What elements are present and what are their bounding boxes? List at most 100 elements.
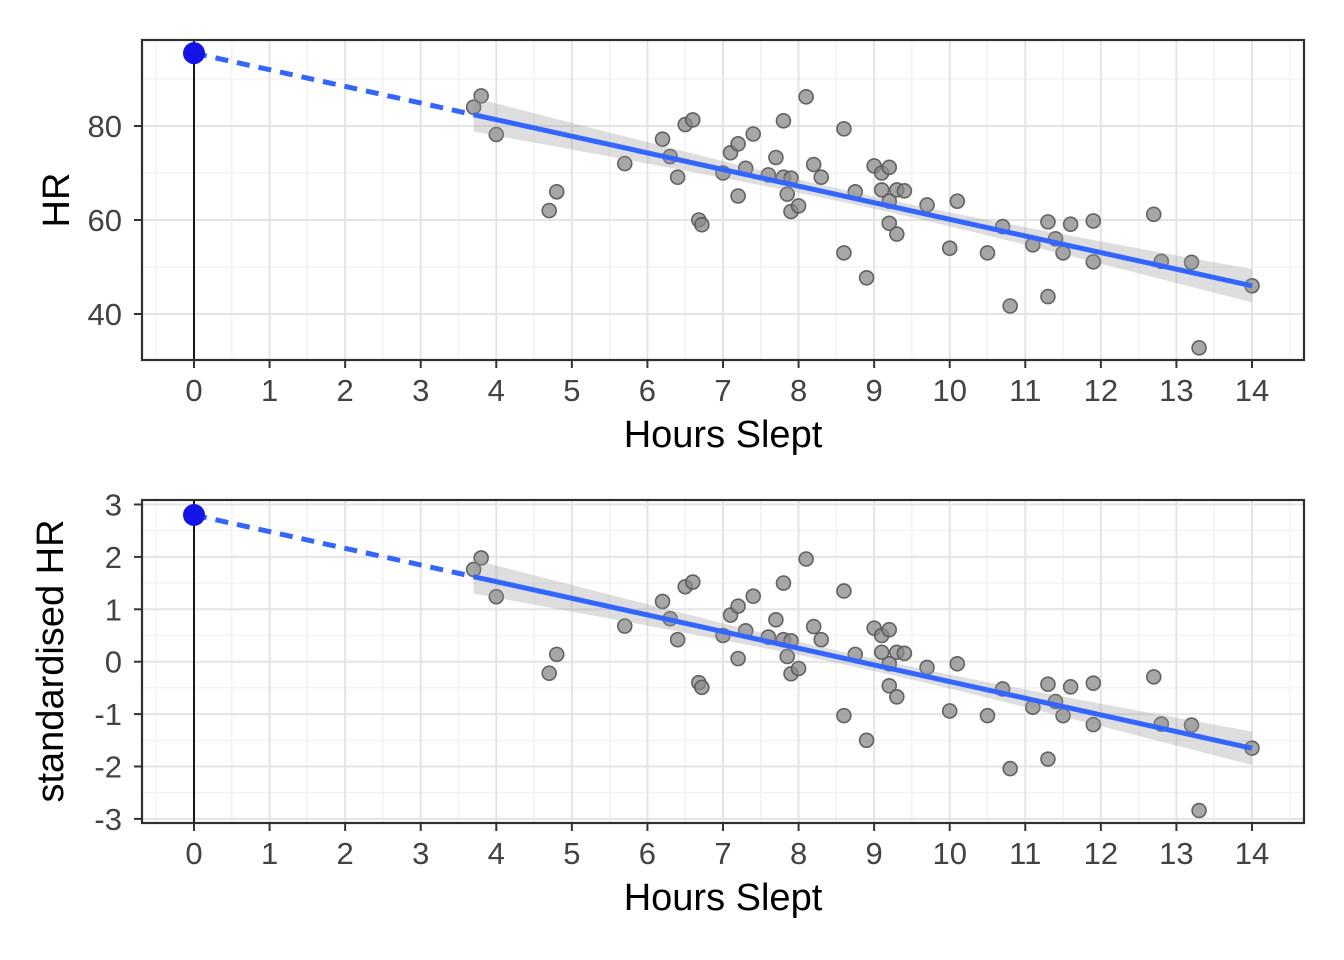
scatter-point [1040, 214, 1056, 230]
scatter-point [473, 550, 489, 566]
scatter-point [790, 198, 807, 214]
x-tick-label: 0 [185, 836, 202, 871]
bottom-y-axis-title: standardised HR [30, 519, 72, 802]
scatter-point [684, 574, 701, 590]
y-tick-label: 2 [105, 540, 122, 575]
x-tick-label: 7 [714, 836, 731, 871]
scatter-point [1002, 298, 1018, 314]
scatter-point [873, 182, 890, 198]
scatter-point [548, 646, 565, 663]
scatter-point [881, 159, 898, 176]
scatter-point [541, 665, 557, 682]
x-tick-label: 13 [1159, 373, 1193, 408]
scatter-point [836, 245, 852, 261]
scatter-point [730, 650, 746, 667]
scatter-point [813, 169, 830, 186]
scatter-point [881, 621, 898, 638]
x-tick-label: 9 [866, 373, 883, 408]
scatter-point [813, 631, 830, 648]
scatter-point [1183, 717, 1200, 733]
scatter-point [979, 245, 996, 261]
top-y-axis-title: HR [36, 173, 78, 228]
x-tick-label: 10 [932, 836, 966, 871]
scatter-point [616, 155, 633, 172]
scatter-point [1085, 213, 1102, 229]
x-tick-label: 6 [639, 373, 656, 408]
scatter-point [949, 193, 966, 209]
x-tick-label: 1 [261, 836, 278, 871]
y-tick-label: -3 [94, 802, 122, 837]
scatter-point [473, 88, 489, 104]
x-tick-label: 13 [1159, 836, 1193, 871]
scatter-point [881, 678, 898, 694]
scatter-point [1062, 679, 1079, 695]
scatter-point [775, 575, 792, 591]
scatter-point [881, 215, 898, 232]
scatter-point [654, 593, 671, 610]
y-tick-label: 0 [105, 645, 122, 680]
scatter-point [669, 169, 686, 186]
x-tick-label: 11 [1009, 373, 1041, 408]
scatter-point [1002, 760, 1018, 777]
scatter-point [779, 648, 796, 665]
scatter-point [798, 89, 814, 105]
x-tick-label: 14 [1235, 836, 1269, 871]
scatter-point [1191, 802, 1207, 819]
x-tick-label: 7 [714, 373, 731, 408]
scatter-point [669, 631, 686, 648]
y-tick-label: -2 [94, 750, 122, 785]
scatter-point [941, 240, 958, 256]
scatter-point [684, 112, 701, 128]
scatter-point [768, 149, 784, 166]
scatter-point [548, 184, 565, 200]
scatter-point [488, 588, 505, 605]
scatter-point [1085, 716, 1102, 733]
scatter-point [979, 707, 996, 724]
x-tick-label: 5 [563, 373, 580, 408]
tick-marks [134, 125, 1253, 368]
scatter-point [779, 186, 796, 202]
scatter-point [858, 270, 875, 286]
scatter-point [745, 588, 762, 605]
x-tick-label: 8 [790, 836, 807, 871]
scatter-point [798, 551, 814, 567]
x-tick-label: 3 [412, 836, 429, 871]
scatter-point [768, 611, 784, 628]
scatter-point [836, 583, 852, 599]
regression-line [473, 574, 1253, 751]
scatter-point [1183, 254, 1200, 271]
extrapolation-dashed-line [193, 50, 475, 118]
scatter-point [745, 126, 762, 142]
scatter-point [805, 618, 822, 635]
scatter-point [775, 113, 792, 129]
scatter-point [949, 655, 966, 672]
scatter-point [873, 644, 890, 661]
x-tick-label: 8 [790, 373, 807, 408]
x-tick-label: 12 [1084, 836, 1118, 871]
x-tick-label: 10 [932, 373, 966, 408]
x-tick-label: 3 [412, 373, 429, 408]
scatter-point [805, 156, 822, 173]
y-tick-label: 1 [105, 592, 122, 627]
scatter-point [858, 732, 875, 749]
scatter-point [1191, 340, 1207, 356]
regression-line [473, 112, 1253, 289]
bottom-x-axis-title: Hours Slept [624, 877, 823, 919]
x-tick-label: 11 [1009, 836, 1041, 871]
scatter-point [1040, 288, 1056, 305]
x-tick-label: 6 [639, 836, 656, 871]
scatter-point [896, 645, 913, 662]
scatter-point [1145, 669, 1162, 685]
scatter-point [790, 660, 807, 677]
scatter-point [1145, 206, 1162, 223]
x-tick-label: 12 [1084, 373, 1118, 408]
tick-marks [134, 503, 1253, 831]
scatter-point [836, 121, 852, 137]
scatter-point [654, 131, 671, 147]
scatter-point [616, 618, 633, 634]
x-tick-label: 14 [1235, 373, 1269, 408]
scatter-point [541, 202, 557, 219]
scatter-point [1040, 751, 1056, 767]
